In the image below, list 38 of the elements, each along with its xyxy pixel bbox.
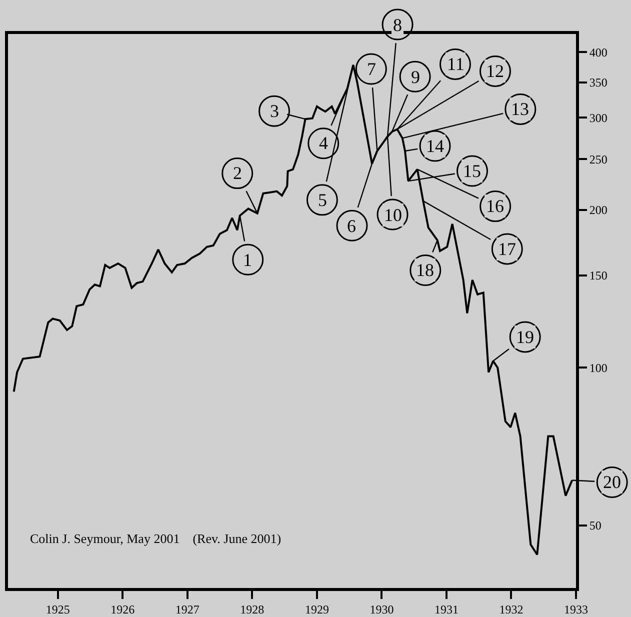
annotation: 12 (486, 61, 504, 81)
x-tick-label: 1933 (564, 602, 588, 616)
x-tick-label: 1932 (499, 602, 524, 616)
annotation: 2 (233, 163, 242, 183)
annotation: 13 (511, 99, 529, 119)
x-tick-label: 1927 (175, 602, 200, 616)
annotation: 11 (447, 54, 464, 74)
annotation: 1 (243, 250, 252, 270)
annotation: 5 (318, 190, 327, 210)
annotation: 18 (416, 260, 434, 280)
annotation: 4 (319, 133, 328, 153)
x-tick-label: 1930 (370, 602, 394, 616)
annotation: 8 (393, 15, 402, 35)
annotation: 20 (603, 472, 621, 492)
y-tick-label: 200 (589, 203, 608, 218)
annotation: 14 (426, 136, 444, 156)
y-tick-label: 100 (589, 360, 608, 375)
y-tick-label: 400 (589, 45, 608, 60)
annotation: 16 (486, 196, 504, 216)
annotation: 17 (498, 239, 516, 259)
annotation: Colin J. Seymour, May 2001 (Rev. June 2001) (30, 531, 282, 546)
x-tick-label: 1931 (434, 602, 458, 616)
x-tick-label: 1925 (46, 602, 70, 616)
annotation: 19 (516, 327, 534, 347)
annotation: 15 (463, 161, 481, 181)
annotation: 10 (384, 205, 402, 225)
y-tick-label: 300 (589, 110, 608, 125)
x-tick-label: 1928 (240, 602, 264, 616)
y-tick-label: 150 (589, 268, 608, 283)
x-tick-label: 1929 (304, 602, 329, 616)
x-tick-label: 1926 (110, 602, 135, 616)
annotation: 3 (270, 101, 279, 121)
annotation: 7 (367, 59, 376, 79)
annotation: 6 (347, 216, 356, 236)
annotation: 9 (411, 67, 420, 87)
y-tick-label: 50 (589, 518, 602, 533)
y-tick-label: 250 (589, 152, 608, 166)
y-tick-label: 350 (589, 76, 608, 90)
